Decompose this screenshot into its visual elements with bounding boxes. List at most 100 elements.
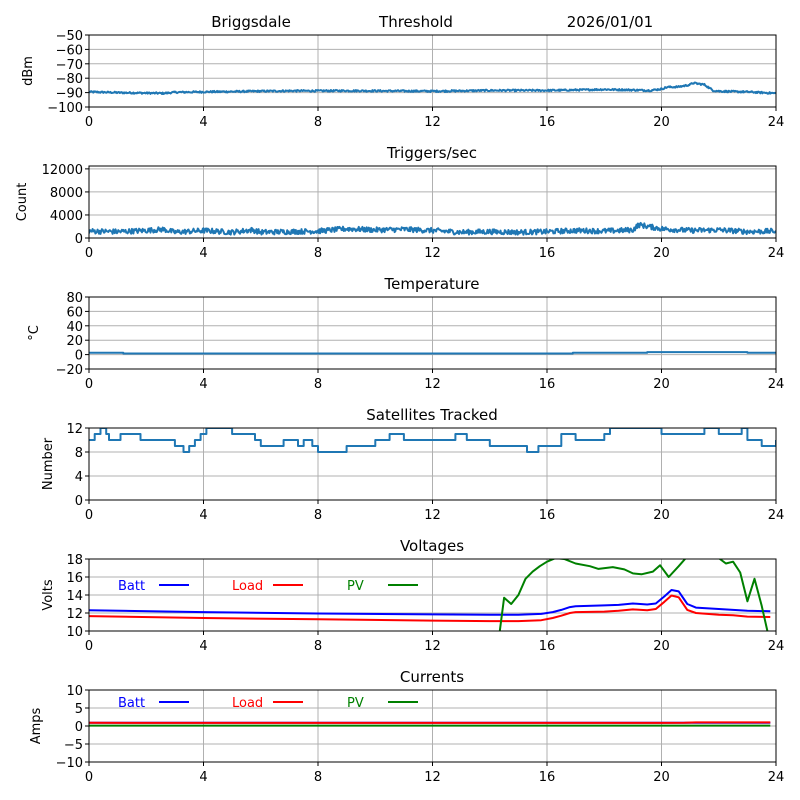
header-date: 2026/01/01 <box>567 13 653 31</box>
x-tick-label: 12 <box>424 639 441 654</box>
x-tick-label: 24 <box>768 377 785 392</box>
x-tick-label: 12 <box>424 246 441 261</box>
y-tick-label: 40 <box>66 320 83 335</box>
y-tick-label: −5 <box>64 738 83 753</box>
series-line-batt <box>89 589 771 616</box>
series-line-satellites <box>89 428 776 453</box>
x-tick-label: 4 <box>199 770 207 785</box>
x-tick-label: 0 <box>85 770 93 785</box>
series-line-threshold <box>89 81 776 95</box>
y-tick-label: 0 <box>75 494 83 509</box>
x-tick-label: 20 <box>653 246 670 261</box>
y-tick-label: 80 <box>66 291 83 306</box>
y-tick-label: 4 <box>75 470 83 485</box>
series-group <box>89 559 771 631</box>
panel-currents: Currents Amps 0 4 8 12 16 20 24 −10 −5 0 5 10 Batt Lo… <box>29 668 784 785</box>
panel-satellites: Satellites Tracked Number 0 4 8 12 16 20 24 0 4 8… <box>41 406 784 523</box>
x-tick-label: 8 <box>314 115 322 130</box>
y-tick-label: −90 <box>56 87 83 102</box>
header-station: Briggsdale <box>211 13 291 31</box>
y-tick-label: 0 <box>75 349 83 364</box>
series-group <box>89 428 776 453</box>
panel-title: Triggers/sec <box>386 144 477 162</box>
y-tick-label: −80 <box>56 72 83 87</box>
series-group <box>89 721 771 727</box>
x-tick-label: 4 <box>199 508 207 523</box>
panel-title: Satellites Tracked <box>366 406 497 424</box>
y-tick-label: 4000 <box>50 209 83 224</box>
x-tick-label: 24 <box>768 246 785 261</box>
x-tick-label: 4 <box>199 115 207 130</box>
y-axis-label: Volts <box>41 579 56 611</box>
x-tick-label: 20 <box>653 770 670 785</box>
y-tick-label: 0 <box>75 720 83 735</box>
y-tick-label: 10 <box>66 625 83 640</box>
y-tick-label: −20 <box>56 363 83 378</box>
series-group <box>89 81 776 95</box>
y-axis-label: dBm <box>21 56 36 86</box>
x-tick-label: 12 <box>424 508 441 523</box>
x-tick-label: 8 <box>314 639 322 654</box>
series-group <box>89 351 776 355</box>
x-tick-label: 0 <box>85 115 93 130</box>
x-tick-label: 8 <box>314 377 322 392</box>
x-tick-label: 4 <box>199 377 207 392</box>
legend-label-pv: PV <box>347 579 364 594</box>
panel-threshold: dBm 0 4 8 12 16 20 24 −100−90−80−70−60−50 <box>21 29 784 130</box>
y-tick-label: 16 <box>66 571 83 586</box>
y-tick-label: 14 <box>66 589 83 604</box>
y-tick-label: 0 <box>75 232 83 247</box>
x-tick-label: 20 <box>653 639 670 654</box>
y-tick-label: 8000 <box>50 186 83 201</box>
y-tick-label: 18 <box>66 553 83 568</box>
y-axis-label: Count <box>15 183 30 222</box>
legend-label-pv: PV <box>347 696 364 711</box>
x-tick-label: 8 <box>314 508 322 523</box>
x-tick-label: 20 <box>653 377 670 392</box>
legend-label-batt: Batt <box>118 696 145 711</box>
y-tick-label: −60 <box>56 43 83 58</box>
y-tick-label: 12 <box>66 607 83 622</box>
x-tick-label: 16 <box>539 639 556 654</box>
legend-label-load: Load <box>232 696 263 711</box>
y-tick-label: 12000 <box>42 163 83 178</box>
y-tick-label: −10 <box>56 756 83 771</box>
y-tick-label: −70 <box>56 58 83 73</box>
y-tick-label: −100 <box>47 101 83 116</box>
series-line-load <box>89 594 771 623</box>
y-axis-label: Amps <box>29 707 44 744</box>
x-tick-label: 0 <box>85 639 93 654</box>
x-tick-label: 0 <box>85 377 93 392</box>
series-line-triggers <box>89 221 776 236</box>
y-axis-label: °C <box>27 325 42 341</box>
series-group <box>89 221 776 236</box>
x-tick-label: 0 <box>85 508 93 523</box>
x-tick-label: 16 <box>539 770 556 785</box>
x-tick-label: 8 <box>314 246 322 261</box>
x-tick-label: 24 <box>768 115 785 130</box>
y-tick-label: 5 <box>75 702 83 717</box>
x-tick-label: 20 <box>653 508 670 523</box>
y-tick-label: 8 <box>75 446 83 461</box>
x-tick-label: 0 <box>85 246 93 261</box>
legend-label-batt: Batt <box>118 579 145 594</box>
series-line-load <box>89 721 771 724</box>
y-tick-label: 12 <box>66 422 83 437</box>
x-tick-label: 4 <box>199 246 207 261</box>
x-tick-label: 24 <box>768 639 785 654</box>
panel-voltages: Voltages Volts 0 4 8 12 16 20 24 10 12 14 16 18 Batt… <box>41 537 784 654</box>
panel-triggers: Triggers/sec Count 0 4 8 12 16 20 24 0 4000 8000 1… <box>15 144 784 261</box>
header-mode: Threshold <box>378 13 453 31</box>
x-tick-label: 16 <box>539 508 556 523</box>
x-tick-label: 4 <box>199 639 207 654</box>
y-tick-label: 20 <box>66 334 83 349</box>
panel-title: Temperature <box>383 275 479 293</box>
series-line-pv <box>498 559 769 631</box>
x-tick-label: 12 <box>424 770 441 785</box>
x-tick-label: 16 <box>539 115 556 130</box>
x-tick-label: 16 <box>539 377 556 392</box>
x-tick-label: 20 <box>653 115 670 130</box>
